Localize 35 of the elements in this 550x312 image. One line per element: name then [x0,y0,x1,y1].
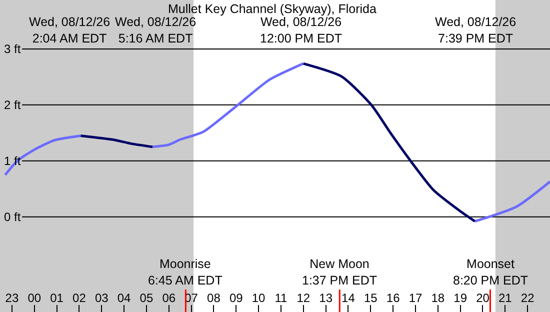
x-tick-label: 04 [117,291,132,305]
x-tick-label: 02 [72,291,86,305]
y-tick-label: 3 ft [4,42,22,56]
y-tick-label: 1 ft [4,154,22,168]
x-tick-label: 01 [50,291,64,305]
x-tick-label: 11 [274,291,288,305]
x-tick-label: 09 [229,291,244,305]
x-tick-label: 10 [252,291,266,305]
x-tick-label: 19 [454,291,468,305]
x-tick-label: 00 [28,291,42,305]
annotation: Wed, 08/12/26 2:04 AM EDT [29,15,110,46]
x-tick-label: 23 [5,291,19,305]
ref-line-label: New Moon 1:37 PM EDT [302,257,378,288]
x-tick-label: 17 [408,291,422,305]
chart-title: Mullet Key Channel (Skyway), Florida [168,2,376,16]
ref-line-label: Moonrise 6:45 AM EDT [148,257,223,288]
x-tick-label: 06 [162,291,176,305]
x-tick-label: 03 [94,291,109,305]
x-tick-label: 13 [319,291,333,305]
x-tick-label: 21 [498,291,512,305]
x-tick-label: 14 [342,291,356,305]
ref-line-label: Moonset 8:20 PM EDT [453,257,528,288]
x-tick-label: 22 [520,291,535,305]
annotation: Wed, 08/12/26 12:00 PM EDT [260,15,342,46]
x-tick-label: 20 [476,291,490,305]
x-tick-label: 12 [296,291,310,305]
annotation: Wed, 08/12/26 7:39 PM EDT [435,15,516,46]
x-tick-label: 15 [364,291,378,305]
x-tick-label: 16 [386,291,400,305]
x-tick-label: 08 [207,291,221,305]
x-tick-label: 18 [431,291,445,305]
x-tick-label: 05 [140,291,154,305]
y-tick-label: 0 ft [4,210,22,224]
y-tick-label: 2 ft [4,98,22,112]
annotation: Wed, 08/12/26 5:16 AM EDT [115,15,196,46]
